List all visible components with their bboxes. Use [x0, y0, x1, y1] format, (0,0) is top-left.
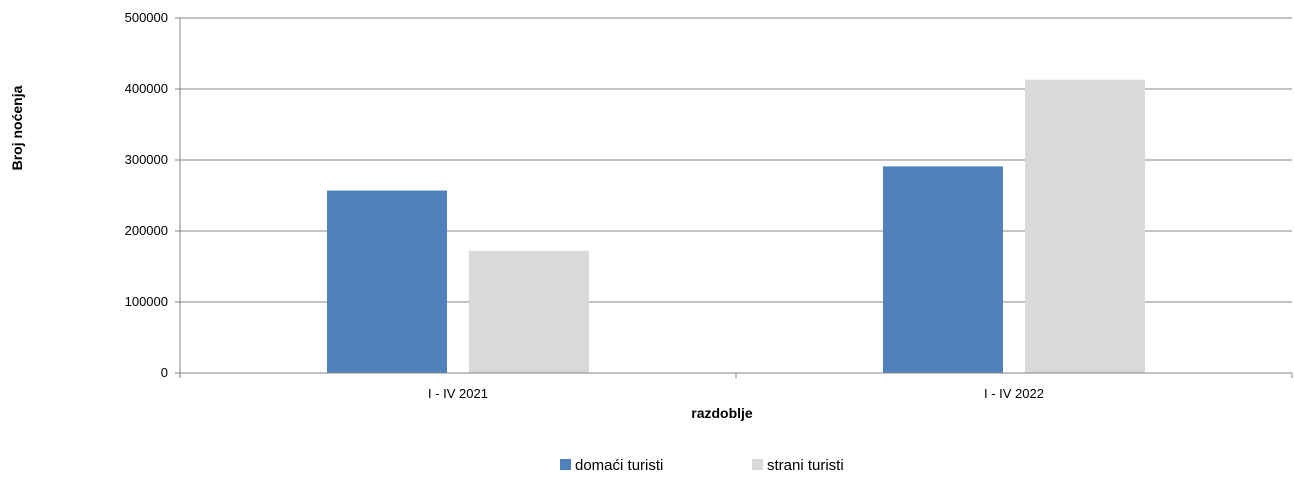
bar-domaci-1 [327, 190, 447, 373]
legend: domaći turisti strani turisti [560, 457, 844, 474]
bar-domaci-2 [883, 166, 1003, 373]
x-axis-title: razdoblje [691, 405, 753, 421]
y-tick-label: 300000 [125, 152, 168, 167]
y-tick-label: 100000 [125, 294, 168, 309]
bar-strani-1 [469, 250, 589, 373]
bar-strani-2 [1025, 79, 1145, 374]
y-tick-labels: 0 100000 200000 300000 400000 500000 [125, 10, 168, 380]
bars [327, 79, 1145, 374]
legend-swatch [752, 459, 763, 470]
x-tick-label: I - IV 2021 [428, 386, 488, 401]
legend-swatch [560, 459, 571, 470]
x-tick-labels: I - IV 2021 I - IV 2022 [179, 373, 1293, 401]
y-tick-label: 400000 [125, 81, 168, 96]
y-tick-label: 200000 [125, 223, 168, 238]
legend-label: domaći turisti [575, 457, 663, 474]
legend-label: strani turisti [767, 457, 844, 474]
x-tick-label: I - IV 2022 [984, 386, 1044, 401]
y-tick-label: 0 [161, 365, 168, 380]
y-axis-title: Broj noćenja [9, 85, 25, 170]
y-tick-label: 500000 [125, 10, 168, 25]
